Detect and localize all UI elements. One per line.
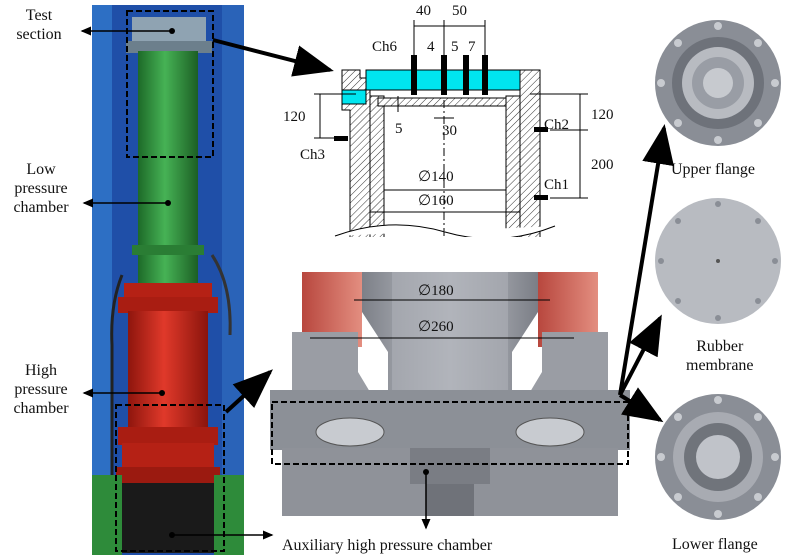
dia-180: ∅180 (418, 283, 454, 299)
lower-flange-label: Lower flange (672, 536, 758, 553)
apparatus-photo (92, 5, 244, 555)
dim-200-right: 200 (591, 157, 614, 173)
ch3-label: Ch3 (300, 147, 326, 163)
channel-5: 5 (451, 39, 459, 55)
rubber-membrane-label: Rubber membrane (686, 338, 754, 374)
high-pressure-chamber-label: High pressure chamber (13, 362, 69, 417)
dim-120-left: 120 (283, 109, 306, 125)
auxiliary-chamber-label: Auxiliary high pressure chamber (282, 537, 493, 554)
dim-40: 40 (416, 3, 431, 19)
upper-flange-image (655, 20, 781, 146)
lower-flange-image (655, 394, 781, 520)
ch2-label: Ch2 (544, 117, 570, 133)
test-section-label: Test section (16, 7, 62, 43)
test-section-drawing (314, 20, 588, 250)
dim-5: 5 (395, 121, 403, 137)
chamber-section-render (262, 272, 638, 522)
channel-4: 4 (427, 39, 435, 55)
low-pressure-chamber-label: Low pressure chamber (13, 161, 69, 216)
dia-260: ∅260 (418, 319, 454, 335)
dia-140: ∅140 (418, 169, 454, 185)
rubber-membrane-image (655, 198, 781, 324)
ch6-label: Ch6 (372, 39, 398, 55)
dim-50: 50 (452, 3, 467, 19)
channel-7: 7 (468, 39, 476, 55)
dia-160: ∅160 (418, 193, 454, 209)
ch1-label: Ch1 (544, 177, 570, 193)
dim-30: 30 (442, 123, 457, 139)
dim-120-right: 120 (591, 107, 614, 123)
upper-flange-label: Upper flange (671, 161, 755, 178)
